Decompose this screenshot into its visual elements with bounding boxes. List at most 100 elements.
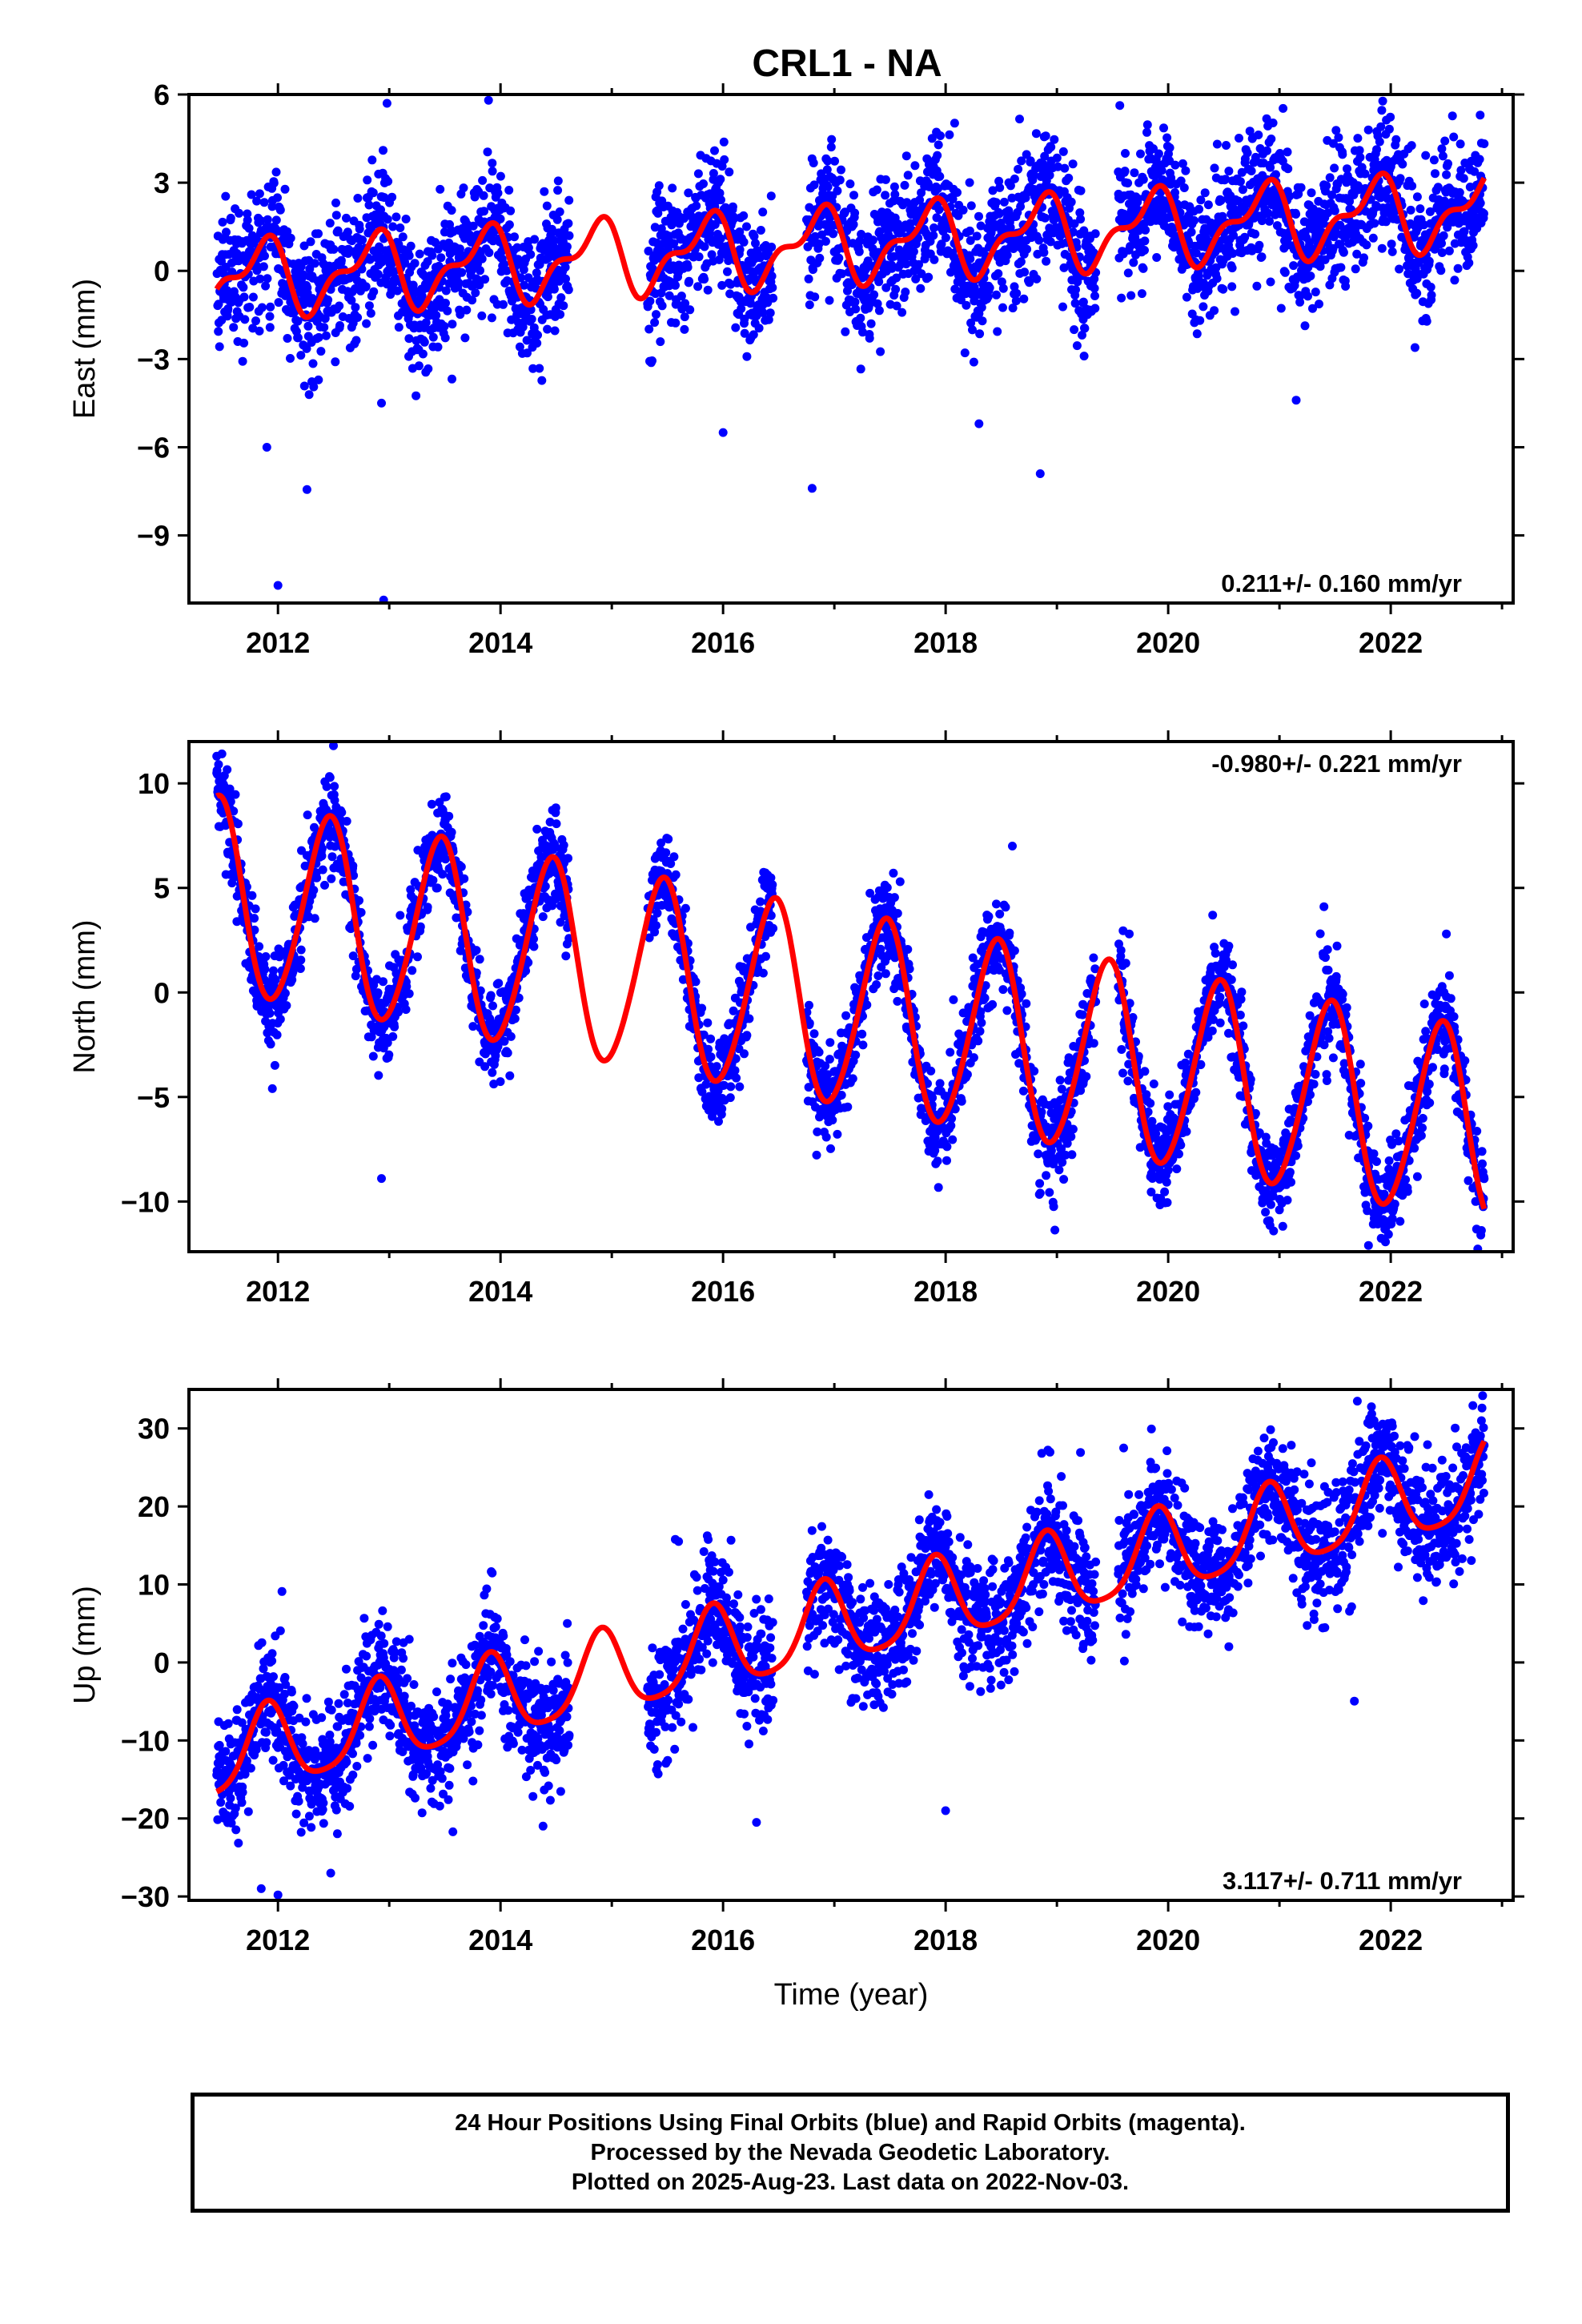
- data-point: [1296, 183, 1306, 192]
- data-point: [652, 310, 661, 320]
- data-point: [480, 275, 490, 284]
- data-point: [723, 267, 732, 276]
- data-point: [484, 95, 493, 105]
- data-point: [1141, 225, 1150, 235]
- data-point: [1363, 125, 1373, 135]
- data-point: [1070, 299, 1080, 308]
- data-point: [1262, 114, 1271, 123]
- data-point: [247, 190, 256, 199]
- data-point: [758, 207, 768, 217]
- data-point: [1464, 258, 1474, 267]
- data-point: [693, 282, 703, 292]
- data-point: [700, 275, 709, 284]
- data-point: [1004, 206, 1014, 215]
- data-point: [261, 281, 271, 291]
- data-point: [373, 988, 383, 998]
- data-point: [805, 300, 814, 310]
- data-point: [336, 255, 346, 265]
- data-point: [512, 243, 522, 252]
- data-point: [1019, 294, 1029, 304]
- data-point: [1325, 280, 1335, 290]
- data-point: [735, 1082, 745, 1092]
- data-point: [728, 202, 737, 211]
- data-point: [742, 222, 751, 231]
- data-point: [1182, 292, 1191, 302]
- data-point: [1170, 160, 1180, 170]
- data-point: [703, 285, 713, 295]
- data-point: [930, 255, 939, 264]
- data-point: [704, 1044, 713, 1054]
- data-point: [1222, 141, 1231, 150]
- data-point: [1006, 181, 1015, 191]
- data-point: [314, 332, 323, 342]
- data-point: [444, 811, 454, 821]
- data-point: [1426, 283, 1435, 292]
- data-point: [656, 224, 666, 233]
- data-point: [889, 182, 899, 191]
- data-point: [351, 303, 360, 312]
- data-point: [387, 192, 397, 202]
- data-point: [283, 334, 292, 343]
- data-point: [742, 352, 752, 361]
- data-point: [506, 206, 516, 215]
- data-point: [1291, 210, 1301, 219]
- data-point: [331, 357, 340, 367]
- y-tick-label: −9: [137, 520, 170, 553]
- data-point: [448, 320, 457, 329]
- data-point: [1470, 167, 1480, 176]
- data-point: [384, 1050, 394, 1059]
- data-point: [488, 159, 497, 168]
- data-point: [259, 198, 269, 207]
- data-point: [1130, 168, 1139, 178]
- data-points-east: [212, 95, 1489, 603]
- data-point: [1429, 155, 1439, 165]
- data-point: [756, 226, 765, 235]
- data-point: [477, 311, 487, 320]
- data-point: [725, 289, 735, 299]
- data-point: [504, 220, 514, 230]
- data-point: [1218, 211, 1227, 221]
- data-point: [1444, 246, 1454, 255]
- data-point: [447, 206, 456, 215]
- data-point: [1227, 282, 1237, 292]
- data-point: [361, 282, 371, 292]
- data-point: [303, 810, 312, 820]
- data-point: [1123, 268, 1133, 278]
- data-point: [519, 265, 528, 275]
- data-point: [1306, 271, 1315, 281]
- data-point: [280, 988, 290, 998]
- data-point: [1303, 292, 1312, 301]
- data-point: [559, 301, 568, 311]
- data-point: [720, 155, 729, 164]
- data-point: [804, 274, 813, 283]
- data-point: [1355, 153, 1365, 162]
- data-point: [522, 336, 532, 345]
- data-point: [1447, 111, 1457, 121]
- data-point: [1011, 296, 1021, 306]
- data-point: [296, 945, 306, 955]
- data-point: [506, 1031, 516, 1041]
- data-point: [849, 191, 858, 200]
- data-point: [716, 175, 725, 184]
- data-point: [1391, 135, 1401, 144]
- data-point: [1323, 208, 1333, 218]
- data-point: [271, 215, 281, 225]
- data-point: [975, 329, 985, 339]
- data-point: [529, 942, 539, 951]
- data-point: [1440, 136, 1450, 146]
- data-point: [1334, 133, 1343, 143]
- data-point: [1058, 147, 1068, 156]
- data-point: [1345, 196, 1355, 206]
- data-point: [322, 805, 331, 814]
- data-point: [669, 239, 679, 248]
- data-point: [991, 198, 1001, 207]
- data-point: [1315, 262, 1325, 271]
- y-tick-label: 6: [154, 78, 170, 111]
- data-point: [462, 305, 472, 315]
- data-point-outlier: [807, 484, 817, 493]
- data-points-north: [212, 742, 1489, 1252]
- data-point: [369, 287, 379, 296]
- data-point: [872, 980, 881, 989]
- data-point: [472, 946, 481, 955]
- data-point: [977, 303, 986, 312]
